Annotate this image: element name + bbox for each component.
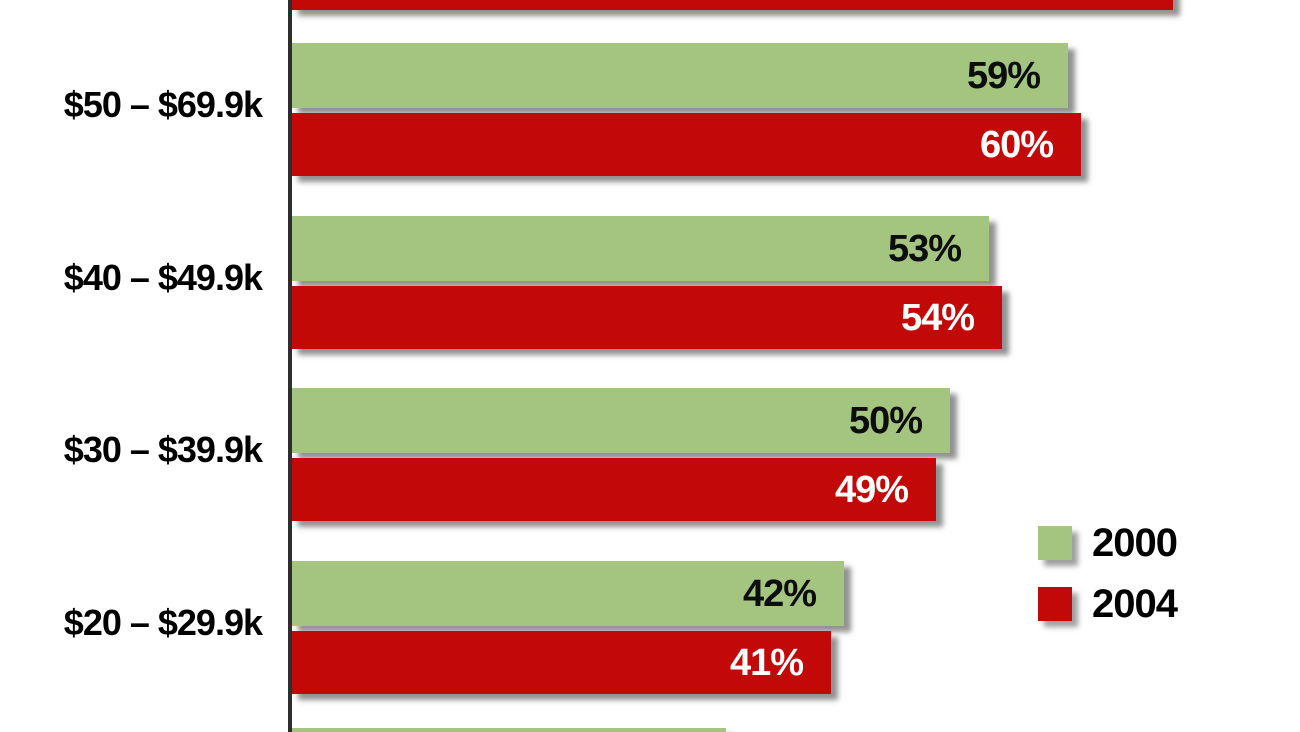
category-label-40-49k: $40 – $49.9k — [63, 257, 263, 298]
bar-2000-30-39k: 50% — [291, 388, 950, 453]
category-label-50-69k: $50 – $69.9k — [63, 84, 263, 125]
bar-2004-cropped-top — [291, 0, 1173, 10]
bar-value-label: 54% — [900, 296, 975, 339]
legend-item-2000: 2000 — [1038, 521, 1178, 565]
bar-value-label: 59% — [966, 54, 1041, 97]
bar-2000-cropped-bottom — [291, 728, 726, 732]
bar-2004-20-29k: 41% — [291, 631, 831, 694]
bar-2000-20-29k: 42% — [291, 561, 844, 626]
legend-label-2000: 2000 — [1092, 521, 1178, 565]
category-label-20-29k: $20 – $29.9k — [63, 602, 263, 643]
bar-value-label: 53% — [887, 227, 962, 270]
bar-2004-30-39k: 49% — [291, 458, 936, 521]
bar-2000-50-69k: 59% — [291, 43, 1068, 108]
legend-item-2004: 2004 — [1038, 582, 1178, 626]
bar-value-label: 42% — [742, 572, 817, 615]
bar-value-label: 60% — [979, 123, 1054, 166]
bar-2004-50-69k: 60% — [291, 113, 1081, 176]
bar-2000-40-49k: 53% — [291, 216, 989, 281]
bar-value-label: 50% — [848, 399, 923, 442]
category-label-30-39k: $30 – $39.9k — [63, 429, 263, 470]
bar-value-label: 41% — [729, 641, 804, 684]
bar-value-label: 49% — [834, 468, 909, 511]
y-axis-line — [288, 0, 292, 732]
legend-swatch-2004 — [1038, 587, 1072, 621]
bar-2004-40-49k: 54% — [291, 286, 1002, 349]
legend-label-2004: 2004 — [1092, 582, 1178, 626]
legend-swatch-2000 — [1038, 526, 1072, 560]
